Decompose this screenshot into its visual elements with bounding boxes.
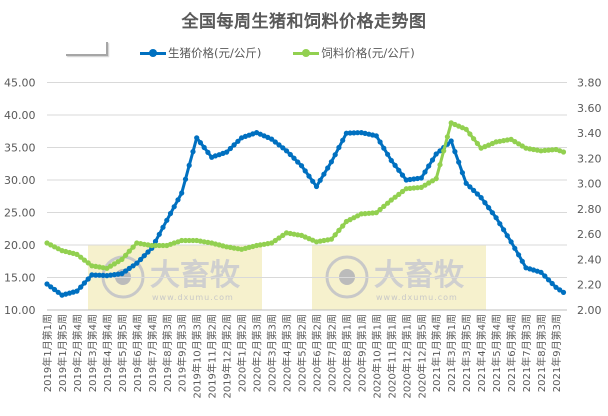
- y-right-tick: 2.20: [577, 279, 602, 292]
- y-right-tick: 2.60: [577, 228, 602, 241]
- svg-text:大畜牧: 大畜牧: [150, 258, 241, 293]
- x-tick: 2020年1月第2周: [236, 314, 249, 392]
- x-axis: 2019年1月第1周 2019年1月第5周 2019年2月第4周 2019年3月第4周…: [41, 309, 567, 399]
- y-left-tick: 15.00: [4, 272, 36, 285]
- x-tick: 2021年3月第1周: [445, 314, 458, 392]
- x-tick: 2020年11月第1周: [385, 314, 398, 399]
- x-tick: 2019年12月第2周: [221, 314, 234, 399]
- x-tick: 2019年4月第4周: [101, 314, 114, 392]
- svg-text:www.dxumu.com: www.dxumu.com: [152, 293, 234, 302]
- y-right-tick: 3.80: [577, 77, 602, 90]
- y-left-tick: 25.00: [4, 207, 36, 220]
- x-tick: 2019年1月第1周: [41, 314, 54, 392]
- decorative-bracket: [66, 42, 108, 56]
- x-tick: 2020年6月第2周: [310, 314, 323, 392]
- feed-price-series: [44, 120, 567, 271]
- x-tick: 2020年3月第3周: [266, 314, 279, 392]
- y-right-tick: 2.80: [577, 203, 602, 216]
- y-left-tick: 40.00: [4, 109, 36, 122]
- legend: 生猪价格(元/公斤) 饲料价格(元/公斤): [140, 45, 415, 61]
- x-tick: 2020年2月第3周: [251, 314, 264, 392]
- y-left-tick: 20.00: [4, 239, 36, 252]
- legend-item-feed: 饲料价格(元/公斤): [293, 45, 415, 61]
- x-tick: 2020年12月第5周: [415, 314, 428, 399]
- svg-text:大畜牧: 大畜牧: [374, 258, 465, 293]
- legend-feed-label: 饲料价格(元/公斤): [321, 46, 415, 60]
- legend-feed-line-icon: [293, 49, 320, 57]
- x-tick: 2021年5月第4周: [490, 314, 503, 392]
- y-right-tick: 2.00: [577, 304, 602, 317]
- x-tick: 2021年9月第3周: [550, 314, 563, 392]
- x-tick: 2021年3月第5周: [460, 314, 473, 392]
- y-left-tick: 10.00: [4, 304, 36, 317]
- x-tick: 2020年9月第1周: [355, 314, 368, 392]
- x-tick: 2019年2月第4周: [71, 314, 84, 392]
- x-tick: 2019年8月第3周: [161, 314, 174, 392]
- x-tick: 2021年7月第3周: [520, 314, 533, 392]
- y-right-tick: 3.00: [577, 178, 602, 191]
- pig-price-series: [44, 130, 567, 298]
- x-tick: 2021年1月第4周: [430, 314, 443, 392]
- x-tick: 2019年6月第4周: [131, 314, 144, 392]
- x-tick: 2019年5月第5周: [116, 314, 129, 392]
- legend-pig-line-icon: [140, 49, 166, 57]
- x-tick: 2020年10月第1周: [370, 314, 383, 399]
- x-tick: 2021年4月第4周: [475, 314, 488, 392]
- x-tick: 2019年10月第3周: [191, 314, 204, 399]
- x-tick: 2019年1月第5周: [56, 314, 69, 392]
- x-tick: 2019年9月第3周: [176, 314, 189, 392]
- series-lines: [44, 120, 567, 298]
- legend-pig-label: 生猪价格(元/公斤): [168, 46, 262, 60]
- x-tick: 2021年6月第4周: [505, 314, 518, 392]
- chart-title: 全国每周生猪和饲料价格走势图: [181, 12, 427, 32]
- x-tick: 2019年7月第4周: [146, 314, 159, 392]
- x-tick: 2020年7月第2周: [325, 314, 338, 392]
- y-left-tick: 30.00: [4, 174, 36, 187]
- x-tick: 2020年5月第2周: [295, 314, 308, 392]
- y-axis-right: 2.00 2.20 2.40 2.60 2.80 3.00 3.20 3.40 3.60 3.80: [577, 77, 602, 318]
- y-right-tick: 2.40: [577, 253, 602, 266]
- x-tick: 2019年11月第2周: [206, 314, 219, 399]
- y-right-tick: 3.40: [577, 127, 602, 140]
- y-left-tick: 35.00: [4, 142, 36, 155]
- svg-text:www.dxumu.com: www.dxumu.com: [376, 293, 458, 302]
- x-tick: 2020年4月第3周: [281, 314, 294, 392]
- y-axis-left: 10.00 15.00 20.00 25.00 30.00 35.00 40.00 45.00: [4, 77, 36, 318]
- x-tick: 2020年12月第1周: [400, 314, 413, 399]
- y-left-tick: 45.00: [4, 77, 36, 90]
- x-tick: 2019年3月第4周: [86, 314, 99, 392]
- y-right-tick: 3.20: [577, 152, 602, 165]
- y-right-tick: 3.60: [577, 102, 602, 115]
- x-tick: 2020年8月第1周: [340, 314, 353, 392]
- x-tick: 2021年8月第3周: [535, 314, 548, 392]
- legend-item-pig: 生猪价格(元/公斤): [140, 45, 261, 61]
